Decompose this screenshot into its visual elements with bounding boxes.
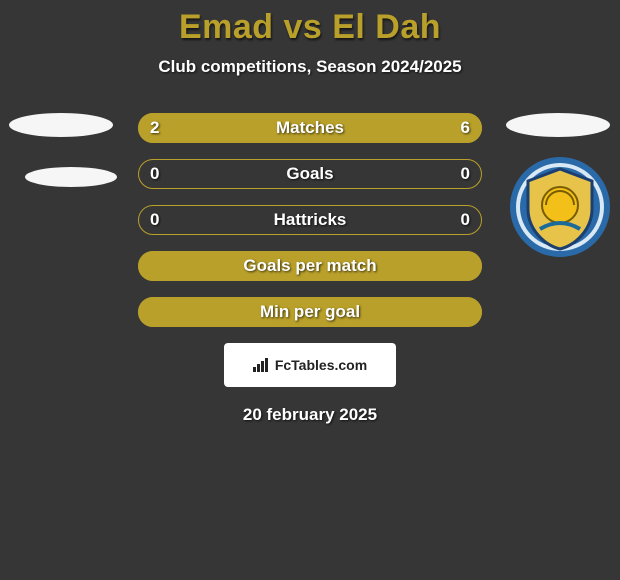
stat-label: Goals per match: [138, 251, 482, 281]
attribution-badge: FcTables.com: [224, 343, 396, 387]
stat-row: 2 Matches 6: [0, 113, 620, 143]
stat-row: Goals per match: [0, 251, 620, 281]
subtitle: Club competitions, Season 2024/2025: [0, 57, 620, 77]
stat-label: Matches: [138, 113, 482, 143]
stat-row: 0 Goals 0: [0, 159, 620, 189]
page-title: Emad vs El Dah: [0, 8, 620, 47]
stat-row: 0 Hattricks 0: [0, 205, 620, 235]
bars-icon: [253, 358, 271, 372]
stat-label: Min per goal: [138, 297, 482, 327]
content-area: Emad vs El Dah Club competitions, Season…: [0, 0, 620, 580]
footer-date: 20 february 2025: [0, 405, 620, 425]
stat-label: Hattricks: [138, 205, 482, 235]
stat-row: Min per goal: [0, 297, 620, 327]
stat-label: Goals: [138, 159, 482, 189]
attribution-text: FcTables.com: [275, 357, 367, 373]
stat-value-right: 0: [461, 205, 470, 235]
stats-rows: 2 Matches 6 0 Goals 0 0 Hattricks 0: [0, 113, 620, 425]
stat-value-right: 6: [461, 113, 470, 143]
stat-value-right: 0: [461, 159, 470, 189]
